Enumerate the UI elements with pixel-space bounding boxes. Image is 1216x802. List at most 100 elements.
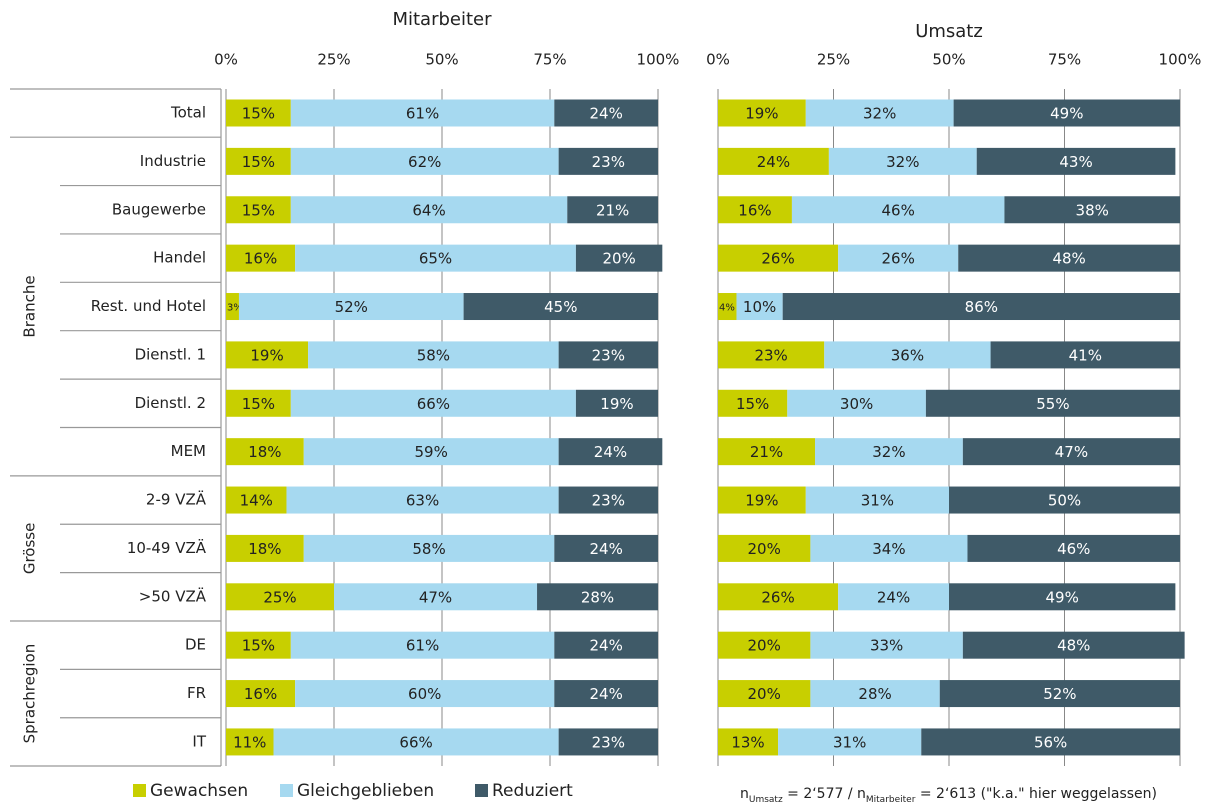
data-label: 21% — [596, 201, 629, 219]
data-label: 45% — [544, 298, 577, 316]
data-label: 58% — [412, 540, 445, 558]
bar-segment — [226, 196, 291, 224]
bar-segment — [575, 389, 658, 417]
data-label: 23% — [592, 492, 625, 510]
footnote: nUmsatz = 2‘577 / nMitarbeiter = 2‘613 (… — [740, 786, 1157, 802]
data-label: 15% — [736, 395, 769, 413]
data-label: 13% — [731, 733, 764, 751]
data-label: 63% — [406, 492, 439, 510]
bar-segment — [787, 389, 926, 417]
data-label: 56% — [1034, 733, 1067, 751]
data-label: 34% — [872, 540, 905, 558]
data-label: 10% — [743, 298, 776, 316]
data-label: 24% — [589, 685, 622, 703]
category-label: MEM — [171, 442, 206, 460]
bar-segment — [226, 99, 291, 127]
data-label: 28% — [858, 685, 891, 703]
bar-segment — [226, 244, 296, 272]
data-label: 59% — [415, 443, 448, 461]
bar-segment — [558, 147, 658, 175]
data-label: 19% — [250, 346, 283, 364]
data-label: 31% — [861, 492, 894, 510]
bar-segment — [226, 631, 291, 659]
data-label: 15% — [242, 105, 275, 123]
data-label: 25% — [263, 588, 296, 606]
data-label: 64% — [412, 201, 445, 219]
data-label: 26% — [882, 250, 915, 268]
bar-segment — [463, 293, 658, 321]
bar-segment — [290, 631, 555, 659]
data-label: 48% — [1052, 250, 1085, 268]
data-label: 18% — [248, 540, 281, 558]
footnote-text: = 2‘577 / n — [783, 786, 866, 802]
data-label: 65% — [419, 250, 452, 268]
data-label: 24% — [757, 153, 790, 171]
bar-segment — [967, 534, 1180, 562]
bar-segment — [567, 196, 658, 224]
data-label: 19% — [745, 492, 778, 510]
data-label: 66% — [399, 733, 432, 751]
bar-segment — [718, 389, 788, 417]
bar-segment — [226, 341, 309, 369]
data-label: 15% — [242, 395, 275, 413]
bar-segment — [554, 631, 658, 659]
bar-segment — [782, 293, 1180, 321]
bar-segment — [718, 293, 737, 321]
bar-segment — [1004, 196, 1180, 224]
footnote-subscript: Mitarbeiter — [866, 795, 916, 802]
data-label: 58% — [417, 346, 450, 364]
data-label: 24% — [589, 540, 622, 558]
bar-segment — [226, 728, 274, 756]
data-label: 41% — [1069, 346, 1102, 364]
data-label: 30% — [840, 395, 873, 413]
x-tick-label: 75% — [533, 51, 566, 69]
bar-segment — [949, 583, 1176, 611]
data-label: 52% — [1043, 685, 1076, 703]
category-label: DE — [185, 636, 206, 654]
data-label: 16% — [738, 201, 771, 219]
data-label: 61% — [406, 637, 439, 655]
bar-segment — [273, 728, 559, 756]
data-label: 24% — [877, 588, 910, 606]
bar-segment — [815, 438, 963, 466]
data-label: 66% — [417, 395, 450, 413]
bar-segment — [226, 389, 291, 417]
x-tick-label: 50% — [425, 51, 458, 69]
bar-segment — [718, 631, 811, 659]
bar-segment — [718, 341, 825, 369]
data-label: 28% — [581, 588, 614, 606]
x-tick-label: 50% — [932, 51, 965, 69]
legend-swatch — [475, 784, 488, 797]
bar-segment — [962, 438, 1180, 466]
bar-segment — [718, 99, 806, 127]
bar-segment — [290, 389, 576, 417]
data-label: 20% — [602, 250, 635, 268]
bar-segment — [226, 534, 304, 562]
bar-segment — [308, 341, 559, 369]
bar-segment — [953, 99, 1180, 127]
category-label: FR — [187, 684, 206, 702]
bar-segment — [736, 293, 783, 321]
category-label: Baugewerbe — [112, 200, 206, 218]
data-label: 19% — [600, 395, 633, 413]
data-label: 49% — [1046, 588, 1079, 606]
data-label: 15% — [242, 201, 275, 219]
data-label: 31% — [833, 733, 866, 751]
data-label: 33% — [870, 637, 903, 655]
data-label: 3% — [227, 303, 243, 314]
x-tick-label: 0% — [706, 51, 730, 69]
data-label: 61% — [406, 105, 439, 123]
data-label: 18% — [248, 443, 281, 461]
group-label: Grösse — [21, 523, 39, 575]
legend-label: Gleichgeblieben — [297, 781, 434, 801]
bar-segment — [990, 341, 1180, 369]
x-tick-label: 75% — [1048, 51, 1081, 69]
legend-label: Gewachsen — [150, 781, 248, 801]
bar-segment — [226, 583, 334, 611]
group-label: Branche — [21, 275, 39, 337]
bar-segment — [558, 486, 658, 514]
category-label: Industrie — [140, 152, 206, 170]
footnote-text: = 2‘613 ("k.a." hier weggelassen) — [915, 786, 1157, 802]
group-label: Sprachregion — [21, 644, 39, 744]
bar-segment — [295, 244, 576, 272]
